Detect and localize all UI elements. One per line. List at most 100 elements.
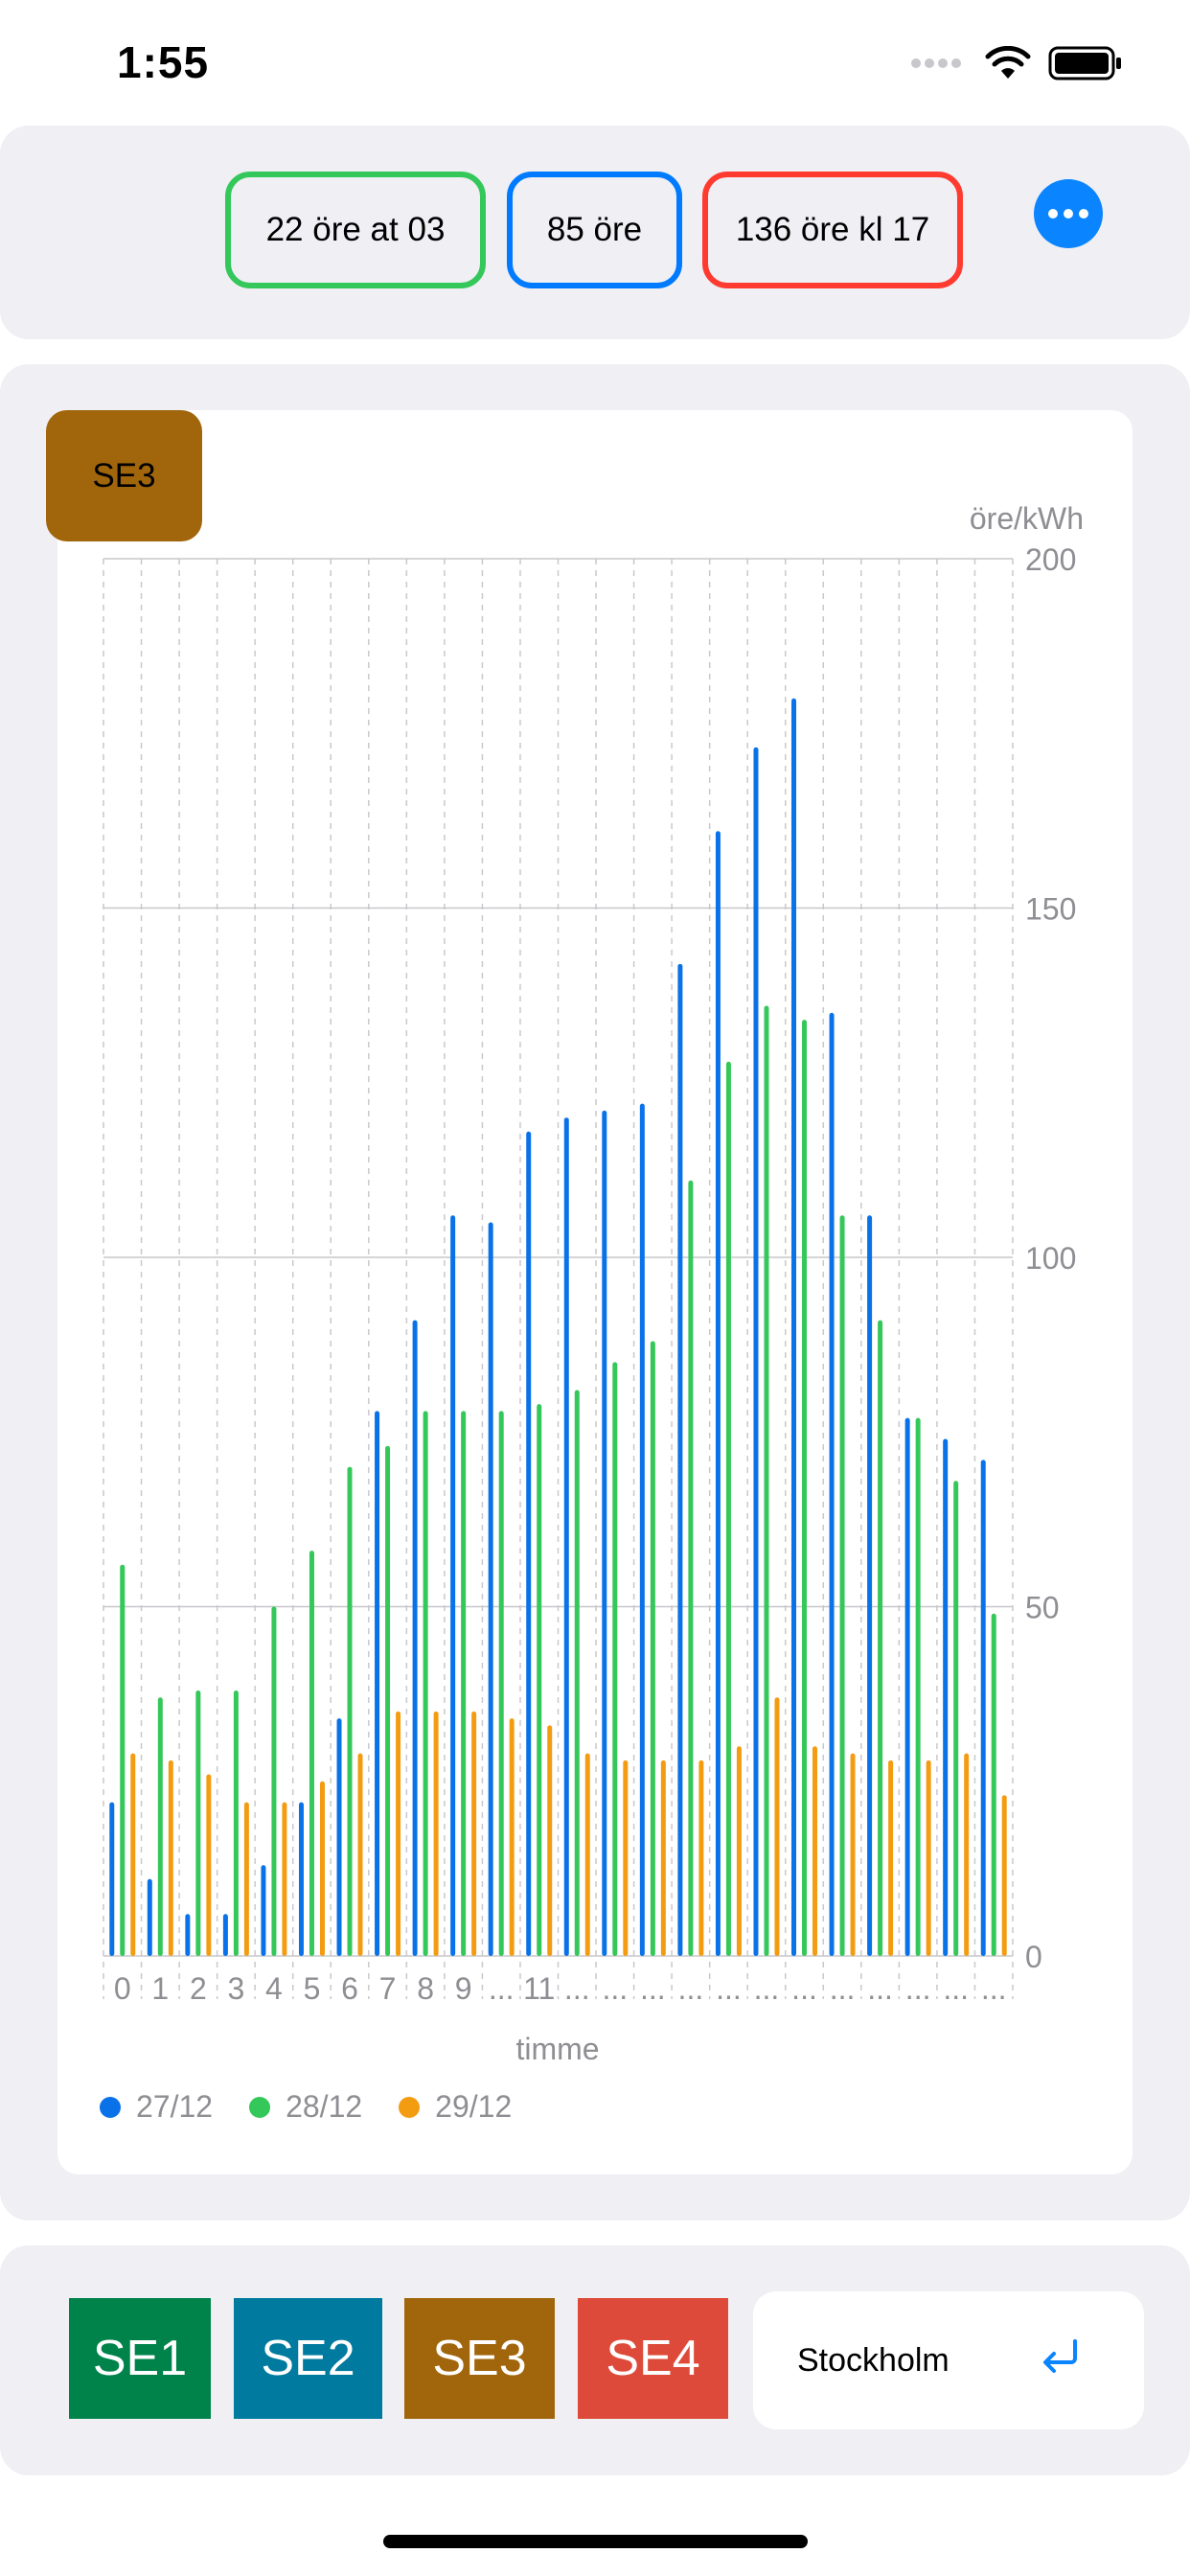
y-tick-label: 50 [1025, 1591, 1060, 1625]
bar [222, 1914, 228, 1956]
x-tick-label: ... [943, 1971, 969, 2006]
legend-item: 29/12 [399, 2089, 512, 2125]
more-options-button[interactable] [1034, 179, 1103, 248]
bar [109, 1802, 115, 1956]
legend-item: 28/12 [249, 2089, 362, 2125]
bar [688, 1180, 694, 1956]
max-price-pill[interactable]: 136 öre kl 17 [702, 172, 963, 288]
bar [147, 1878, 152, 1956]
x-tick-label: ... [830, 1971, 856, 2006]
bar [867, 1215, 873, 1956]
bar [282, 1802, 287, 1956]
bar [584, 1753, 590, 1956]
bar [271, 1606, 277, 1956]
legend-label: 28/12 [286, 2089, 363, 2124]
x-tick-label: 2 [190, 1971, 207, 2006]
bar [537, 1404, 542, 1956]
bar [791, 698, 797, 1956]
y-tick-label: 200 [1025, 542, 1076, 577]
city-field[interactable]: Stockholm [753, 2291, 1144, 2429]
bar [991, 1613, 996, 1956]
legend-dot-icon [249, 2096, 271, 2118]
battery-icon [1048, 46, 1121, 80]
x-tick-label: ... [678, 1971, 704, 2006]
bar [385, 1445, 391, 1956]
x-tick-label: 6 [341, 1971, 358, 2006]
bar [375, 1411, 380, 1956]
bar [850, 1753, 856, 1956]
x-tick-label: 1 [151, 1971, 169, 2006]
zone-button-se1[interactable]: SE1 [69, 2298, 211, 2419]
bar [915, 1417, 921, 1956]
bar [650, 1341, 655, 1956]
bar [639, 1103, 645, 1956]
bar [488, 1222, 493, 1956]
bar [878, 1320, 883, 1956]
x-tick-label: ... [791, 1971, 817, 2006]
bar [563, 1117, 569, 1956]
bar [319, 1781, 325, 1956]
x-tick-label: 3 [227, 1971, 244, 2006]
bar [450, 1215, 456, 1956]
bar [623, 1760, 629, 1956]
return-icon[interactable] [1039, 2337, 1081, 2376]
bar [498, 1411, 504, 1956]
zone-button-se2[interactable]: SE2 [234, 2298, 382, 2419]
bar [168, 1760, 173, 1956]
legend-label: 29/12 [435, 2089, 513, 2124]
legend-dot-icon [399, 2096, 421, 2118]
bar [185, 1914, 191, 1956]
y-axis-title: öre/kWh [970, 501, 1084, 536]
x-tick-label: 9 [455, 1971, 472, 2006]
bar [347, 1466, 353, 1956]
bar [774, 1697, 780, 1956]
bar [509, 1718, 515, 1956]
bar [574, 1390, 580, 1956]
bar [953, 1481, 959, 1956]
y-tick-label: 0 [1025, 1940, 1042, 1974]
bar [396, 1711, 401, 1956]
x-tick-label: 8 [417, 1971, 434, 2006]
bar [298, 1802, 304, 1956]
bar [336, 1718, 342, 1956]
legend-dot-icon [100, 2096, 121, 2118]
bar [812, 1746, 818, 1956]
zone-button-se3[interactable]: SE3 [404, 2298, 555, 2419]
zone-button-se4[interactable]: SE4 [578, 2298, 728, 2419]
bar [423, 1411, 428, 1956]
bar [526, 1131, 532, 1956]
bar [602, 1110, 607, 1956]
signal-icon [911, 58, 961, 68]
x-tick-label: ... [905, 1971, 931, 2006]
y-tick-label: 150 [1025, 892, 1076, 927]
x-tick-label: 0 [114, 1971, 131, 2006]
status-bar: 1:55 [0, 0, 1190, 126]
avg-price-pill[interactable]: 85 öre [507, 172, 682, 288]
bar [660, 1760, 666, 1956]
x-tick-label: ... [640, 1971, 666, 2006]
bar [461, 1411, 467, 1956]
bar [157, 1697, 163, 1956]
x-tick-label: ... [754, 1971, 780, 2006]
bar [839, 1215, 845, 1956]
status-time: 1:55 [117, 37, 210, 87]
x-tick-label: ... [602, 1971, 628, 2006]
bar [753, 747, 759, 1956]
bar [1001, 1795, 1007, 1956]
bar [206, 1774, 212, 1956]
bar [980, 1460, 986, 1956]
bar [943, 1438, 949, 1956]
chart-legend: 27/12 28/12 29/12 [100, 2089, 548, 2125]
bar [964, 1753, 970, 1956]
bar [802, 1020, 808, 1956]
bar [130, 1753, 136, 1956]
x-tick-label: ... [564, 1971, 590, 2006]
bar [926, 1760, 931, 1956]
bar [715, 831, 721, 1956]
x-tick-label: ... [489, 1971, 515, 2006]
min-price-pill[interactable]: 22 öre at 03 [225, 172, 486, 288]
city-label: Stockholm [797, 2342, 950, 2379]
bar [904, 1417, 910, 1956]
bar [829, 1012, 835, 1956]
